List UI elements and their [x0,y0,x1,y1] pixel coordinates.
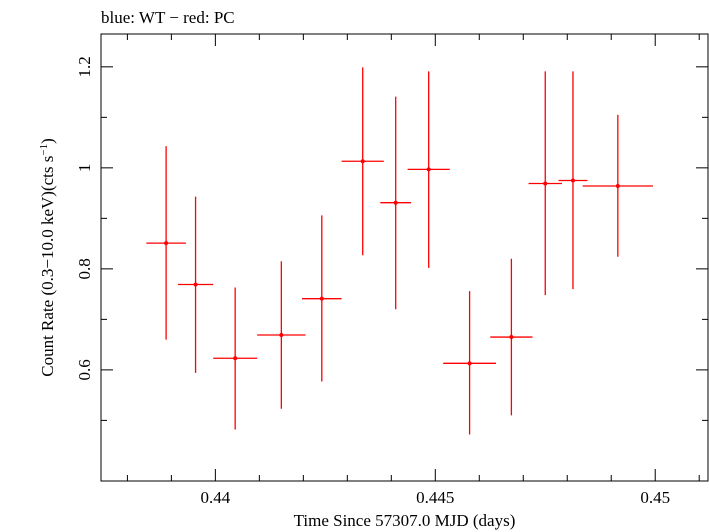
point-marker [543,181,548,186]
point-marker [164,241,169,246]
data-point [302,215,342,382]
point-marker [426,167,431,172]
y-tick-label: 0.8 [75,258,94,279]
point-marker [615,184,620,189]
data-point [146,146,186,340]
data-point [407,71,450,268]
point-marker [360,159,365,164]
data-point [558,71,588,290]
y-tick-label: 1.2 [75,56,94,77]
data-point [177,196,214,373]
y-tick-label: 0.6 [75,359,94,380]
y-tick-label: 1 [75,164,94,173]
y-axis-label: Count Rate (0.3−10.0 keV)(cts s−1) [38,138,57,377]
point-marker [319,296,324,301]
data-point [490,258,533,416]
data-point [443,291,496,435]
point-marker [570,178,575,183]
data-point [582,114,654,257]
x-tick-label: 0.45 [640,488,670,507]
data-points [146,67,654,435]
chart-title: blue: WT − red: PC [101,8,235,27]
data-point [213,287,258,430]
data-point [341,67,384,256]
x-axis-label: Time Since 57307.0 MJD (days) [294,511,516,530]
point-marker [393,200,398,205]
point-marker [509,335,514,340]
data-point [380,96,412,310]
point-marker [193,282,198,287]
x-tick-label: 0.44 [200,488,230,507]
point-marker [279,333,284,338]
point-marker [467,361,472,366]
axis-ticks: 0.44 0.445 0.45 0.6 0.8 1 1.2 [75,34,708,507]
x-tick-label: 0.445 [416,488,454,507]
plot-frame [100,33,709,482]
data-point [528,71,562,296]
data-point [257,261,306,409]
point-marker [233,356,238,361]
